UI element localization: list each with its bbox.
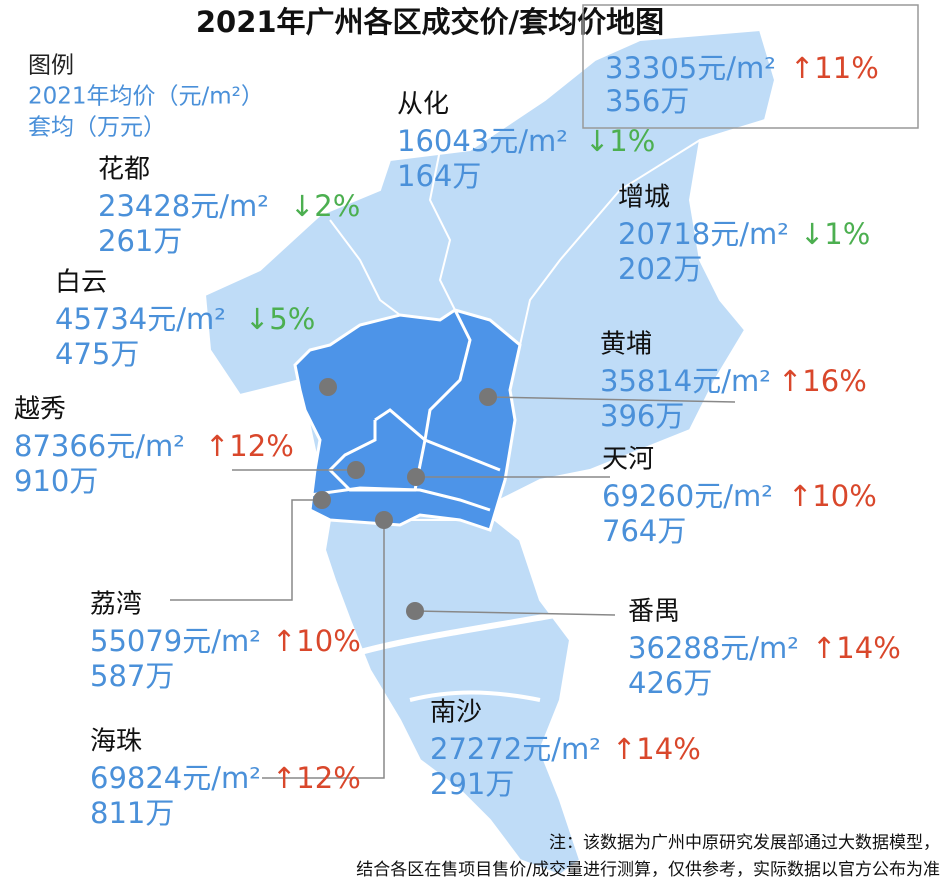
legend-heading: 图例: [28, 53, 74, 79]
district-change: ↑12%: [205, 429, 294, 463]
district-name: 增城: [618, 183, 670, 213]
legend-volume: 套均（万元）: [28, 115, 166, 141]
river: [409, 690, 541, 702]
district-price: 35814元/m²: [600, 364, 771, 398]
district-name: 越秀: [14, 395, 66, 425]
district-dots: [313, 378, 497, 620]
river: [349, 612, 556, 658]
district-change: ↓1%: [800, 217, 870, 251]
district-volume: 396万: [600, 399, 684, 433]
border: [519, 139, 701, 346]
district-volume: 202万: [618, 252, 702, 286]
district-volume: 164万: [397, 159, 481, 193]
district-name: 天河: [602, 445, 654, 475]
border: [329, 219, 401, 316]
district-name: 番禺: [628, 597, 680, 627]
border: [428, 149, 456, 311]
district-price: 69260元/m²: [602, 479, 773, 513]
border: [309, 486, 491, 512]
legend-price: 2021年均价（元/m²）: [28, 84, 264, 110]
district-price: 23428元/m²: [98, 189, 269, 223]
border: [423, 309, 501, 472]
callout-box: [582, 4, 919, 129]
district-volume: 764万: [602, 514, 686, 548]
map: [170, 28, 777, 877]
note-line: 注：该数据为广州中原研究发展部通过大数据模型，: [549, 833, 940, 853]
district-name: 荔湾: [90, 590, 142, 620]
district-change: ↑14%: [812, 631, 901, 665]
district-name: 南沙: [430, 698, 482, 728]
district-name: 白云: [55, 268, 107, 298]
district-change: ↓2%: [290, 189, 360, 223]
callout-change: ↑11%: [790, 51, 879, 85]
district-name: 花都: [98, 155, 150, 185]
district-change: ↑16%: [778, 364, 867, 398]
district-price: 69824元/m²: [90, 761, 261, 795]
note-line: 结合各区在售项目售价/成交量进行测算，仅供参考，实际数据以官方公布为准: [356, 860, 940, 880]
district-change: ↑10%: [272, 624, 361, 658]
district-volume: 475万: [55, 337, 139, 371]
district-price: 27272元/m²: [430, 732, 601, 766]
district-volume: 426万: [628, 666, 712, 700]
district-price: 55079元/m²: [90, 624, 261, 658]
district-price: 45734元/m²: [55, 302, 226, 336]
district-price: 16043元/m²: [397, 124, 568, 158]
district-name: 从化: [397, 90, 449, 120]
district-volume: 261万: [98, 224, 182, 258]
district-volume: 291万: [430, 767, 514, 801]
district-volume: 910万: [14, 464, 98, 498]
south-region: [323, 519, 582, 877]
district-volume: 587万: [90, 659, 174, 693]
district-change: ↑12%: [272, 761, 361, 795]
callout-price: 33305元/m²: [605, 51, 776, 85]
title: 2021年广州各区成交价/套均价地图: [196, 5, 664, 39]
district-change: ↓1%: [585, 124, 655, 158]
district-price: 20718元/m²: [618, 217, 789, 251]
callout-volume: 356万: [605, 84, 689, 118]
district-volume: 811万: [90, 796, 174, 830]
district-change: ↓5%: [245, 302, 315, 336]
district-price: 87366元/m²: [14, 429, 185, 463]
district-name: 海珠: [90, 727, 142, 757]
district-change: ↑14%: [612, 732, 701, 766]
district-change: ↑10%: [788, 479, 877, 513]
leaders: [170, 396, 736, 779]
district-price: 36288元/m²: [628, 631, 799, 665]
district-name: 黄埔: [600, 330, 652, 360]
